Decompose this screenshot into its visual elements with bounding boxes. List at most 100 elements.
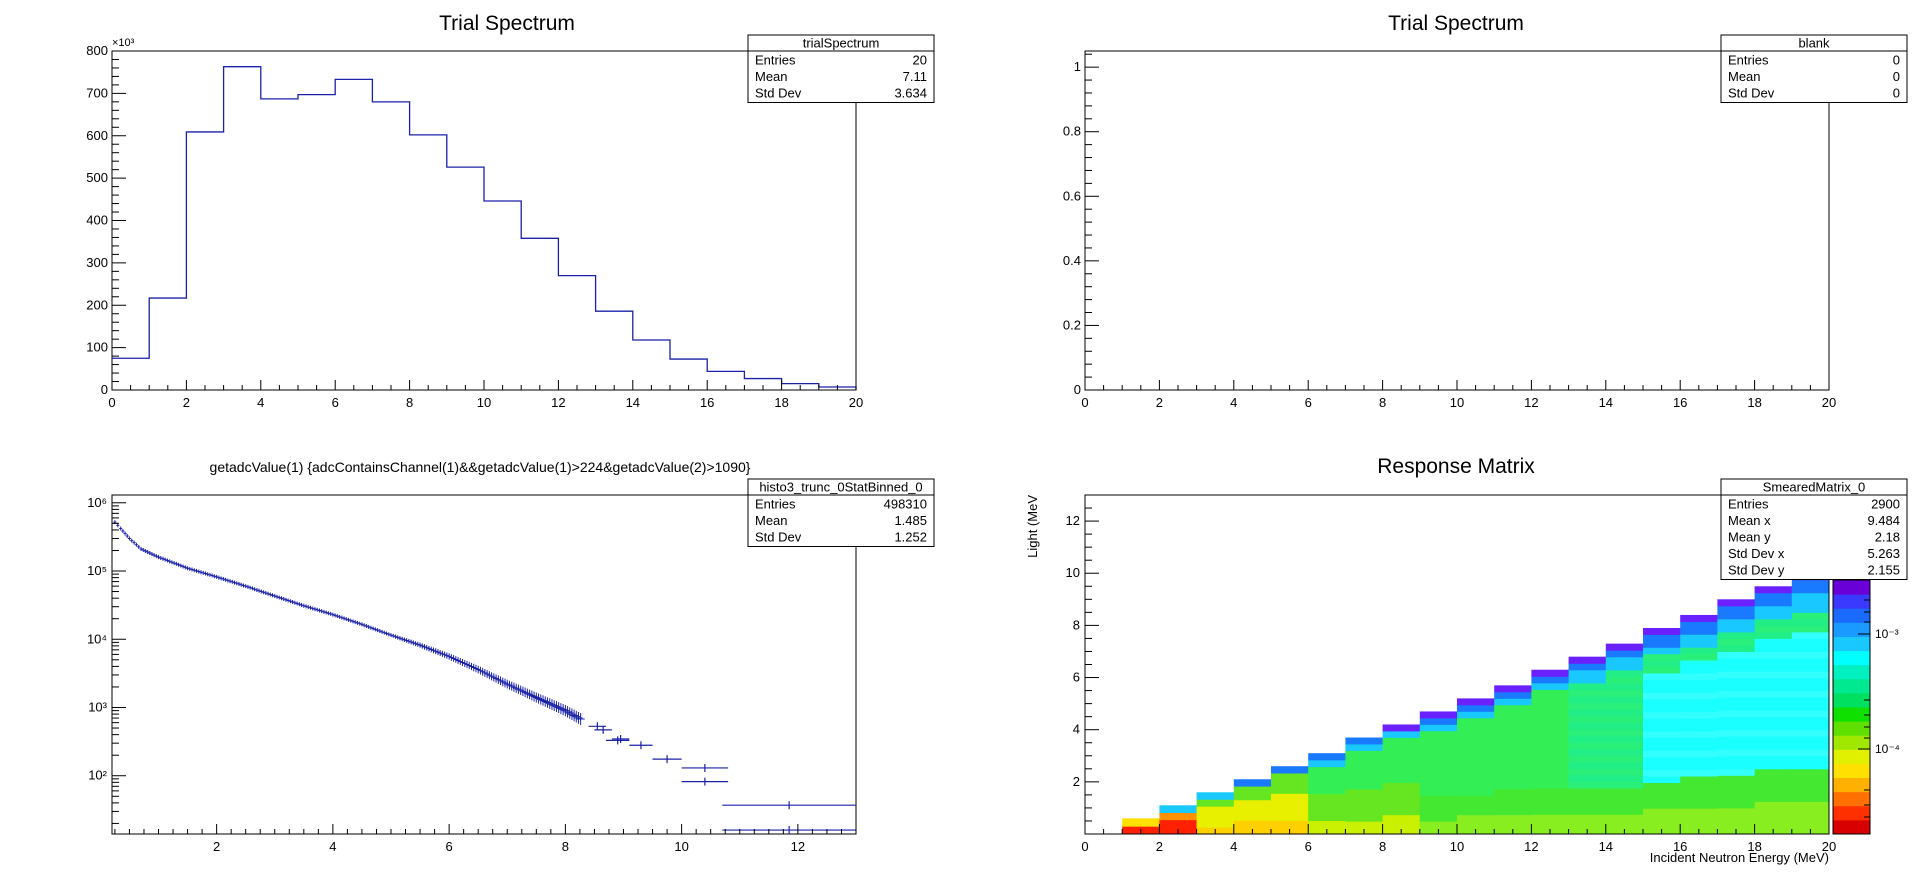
y-tick-label: 500	[86, 170, 108, 185]
data-point	[248, 585, 252, 590]
data-point	[444, 652, 450, 659]
heatmap-cell	[1754, 612, 1793, 620]
data-point	[358, 621, 362, 626]
data-point	[235, 581, 239, 586]
heatmap-cell	[1605, 735, 1644, 743]
heatmap-cell	[1605, 761, 1644, 769]
histogram-outline	[112, 66, 857, 390]
data-point	[570, 709, 579, 722]
data-point	[134, 542, 138, 547]
heatmap-cell	[1605, 748, 1644, 756]
palette-swatch	[1833, 636, 1870, 652]
heatmap-cell	[1494, 814, 1532, 822]
heatmap-cell	[1717, 644, 1756, 652]
data-point	[385, 631, 389, 636]
data-point	[369, 625, 373, 630]
heatmap-cell	[1382, 756, 1421, 764]
heatmap-cell	[1643, 724, 1681, 732]
heatmap-cell	[1531, 768, 1570, 776]
heatmap-cell	[1680, 653, 1718, 661]
data-point	[161, 556, 165, 561]
data-point	[262, 590, 266, 595]
data-point	[462, 659, 468, 668]
heatmap-cell	[1531, 702, 1570, 710]
stats-row-label: Std Dev	[755, 530, 802, 545]
data-point	[373, 627, 377, 632]
heatmap-cell	[1643, 821, 1681, 829]
data-point	[286, 598, 290, 603]
heatmap-cell	[1680, 718, 1718, 725]
heatmap-cell	[1419, 711, 1458, 719]
heatmap-cell	[1717, 612, 1756, 620]
heatmap-cell	[1717, 677, 1756, 685]
heatmap-cell	[1717, 755, 1756, 763]
data-point	[174, 561, 178, 566]
stats-row-value: 7.11	[903, 69, 927, 84]
heatmap-cell	[1568, 774, 1607, 782]
data-point	[362, 623, 366, 628]
x-tick-label: 10	[1450, 839, 1464, 854]
heatmap-cell	[1643, 653, 1681, 661]
heatmap-cell	[1717, 742, 1756, 750]
heatmap-cell	[1680, 705, 1718, 713]
data-point	[125, 533, 129, 538]
heatmap-cell	[1568, 715, 1607, 723]
stats-row-label: Mean	[1728, 69, 1761, 84]
heatmap-cell	[1308, 753, 1346, 761]
heatmap-cell	[1791, 775, 1830, 783]
data-point	[179, 563, 183, 568]
heatmap-cell	[1531, 748, 1570, 756]
heatmap-cell	[1680, 685, 1718, 693]
heatmap-cell	[1457, 769, 1495, 777]
data-point	[215, 574, 219, 579]
heatmap-cell	[1680, 724, 1718, 732]
histogram-bin	[633, 340, 670, 390]
data-point	[451, 655, 456, 662]
heatmap-cell	[1680, 769, 1718, 777]
heatmap-cell	[1791, 586, 1830, 594]
panel-trial-spectrum: Trial Spectrum 0 2 4 6 8 10 12 14 16 18 20 0100200…	[86, 12, 935, 410]
data-point	[435, 649, 441, 656]
data-point	[177, 562, 181, 567]
heatmap-cell	[1419, 821, 1458, 829]
histogram-bin	[335, 79, 372, 390]
data-point	[411, 640, 416, 646]
stats-row-value: 2.18	[1875, 530, 1900, 545]
y-tick-label: 2	[1073, 774, 1080, 789]
heatmap-cell	[1382, 737, 1421, 745]
heatmap-cell	[1382, 814, 1421, 822]
stats-box-name: histo3_trunc_0StatBinned_0	[759, 480, 922, 495]
histogram-bin	[558, 276, 595, 390]
stats-row-value: 9.484	[1867, 513, 1900, 528]
heatmap-cell	[1308, 773, 1346, 781]
palette-tick-label: 10⁻⁴	[1875, 742, 1900, 756]
heatmap-cell	[1457, 750, 1495, 758]
y-tick-label: 10	[1066, 565, 1080, 580]
heatmap-cell	[1717, 729, 1756, 737]
heatmap-cell	[1568, 820, 1607, 828]
heatmap-cell	[1791, 749, 1830, 757]
data-point	[148, 551, 152, 556]
heatmap-cell	[1605, 683, 1644, 691]
heatmap-cell	[1568, 794, 1607, 802]
x-tick-label: 20	[1822, 839, 1836, 854]
data-point	[121, 528, 125, 533]
x-tick-label: 6	[332, 395, 339, 410]
data-point	[355, 620, 359, 625]
histogram-bars	[112, 66, 857, 390]
heatmap-cell	[1680, 627, 1718, 635]
heatmap-cell	[1568, 663, 1607, 671]
data-point	[440, 650, 445, 657]
x-tick-label: 16	[700, 395, 714, 410]
heatmap-cell	[1531, 788, 1570, 796]
data-point	[420, 643, 425, 649]
palette-swatch	[1833, 777, 1870, 793]
heatmap-cell	[1605, 728, 1644, 737]
palette-swatch	[1833, 791, 1870, 807]
heatmap-cell	[1717, 820, 1756, 828]
heatmap-cell	[1791, 605, 1830, 613]
heatmap-cell	[1457, 730, 1495, 738]
heatmap-cell	[1643, 737, 1681, 745]
heatmap-cell	[1419, 724, 1458, 732]
data-point	[295, 601, 299, 606]
